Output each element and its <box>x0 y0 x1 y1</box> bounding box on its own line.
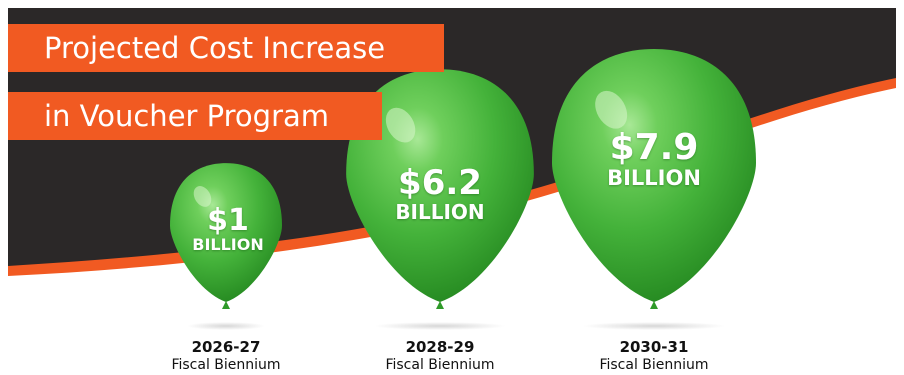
balloon-shadow <box>186 322 266 330</box>
balloon-2026-27 <box>170 163 282 330</box>
unit-label: BILLION <box>192 235 264 254</box>
balloon-knot <box>650 301 658 309</box>
unit-label: BILLION <box>607 166 701 190</box>
value-label: $7.9 <box>609 127 699 168</box>
balloon-shadow <box>374 322 506 330</box>
balloon-label-2028-29: $6.2 BILLION <box>368 166 512 222</box>
category-sublabel: Fiscal Biennium <box>599 357 709 373</box>
balloon-2028-29 <box>346 69 534 330</box>
balloon-highlight <box>385 107 416 143</box>
category-sublabel: Fiscal Biennium <box>385 357 495 373</box>
balloon-2030-31 <box>552 49 756 330</box>
title-line-1: Projected Cost Increase <box>8 24 444 72</box>
balloon-label-2026-27: $1 BILLION <box>176 206 280 253</box>
category-year: 2026-27 <box>191 338 261 356</box>
category-label-2026-27: 2026-27 Fiscal Biennium <box>146 338 306 374</box>
balloon-highlight <box>193 186 212 207</box>
balloon-shadow <box>582 322 726 330</box>
balloon-highlight <box>595 90 628 129</box>
category-year: 2028-29 <box>405 338 475 356</box>
category-label-2028-29: 2028-29 Fiscal Biennium <box>360 338 520 374</box>
unit-label: BILLION <box>395 200 485 224</box>
category-year: 2030-31 <box>619 338 689 356</box>
title-line-2: in Voucher Program <box>8 92 382 140</box>
balloon-label-2030-31: $7.9 BILLION <box>578 130 730 189</box>
value-label: $1 <box>207 203 249 238</box>
balloons-group <box>170 49 756 330</box>
balloon-knot <box>436 301 444 309</box>
balloon-knot <box>222 301 230 309</box>
category-sublabel: Fiscal Biennium <box>171 357 281 373</box>
category-label-2030-31: 2030-31 Fiscal Biennium <box>574 338 734 374</box>
value-label: $6.2 <box>398 163 482 203</box>
